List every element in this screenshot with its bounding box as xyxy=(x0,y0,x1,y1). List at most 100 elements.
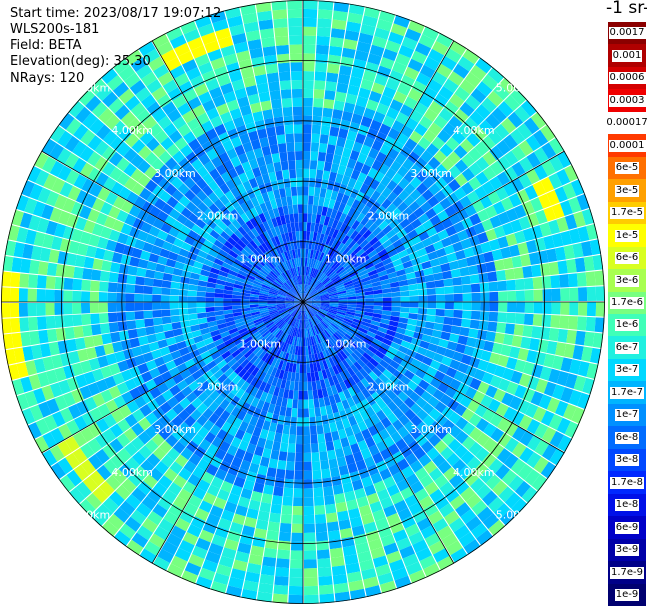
ray-bin-cell xyxy=(335,363,343,374)
ray-bin-cell xyxy=(278,331,286,341)
ray-bin-cell xyxy=(263,264,272,273)
ray-bin-cell xyxy=(359,559,375,572)
ray-bin-cell xyxy=(247,230,256,240)
ray-bin-cell xyxy=(269,336,277,346)
ray-bin-cell xyxy=(303,0,318,10)
ray-bin-cell xyxy=(238,269,248,277)
ray-bin-cell xyxy=(286,452,296,462)
ray-bin-cell xyxy=(100,68,118,85)
ray-bin-cell xyxy=(311,298,321,301)
ray-bin-cell xyxy=(439,481,454,496)
ray-bin-cell xyxy=(223,298,233,302)
ray-bin-cell xyxy=(264,319,274,327)
ray-bin-cell xyxy=(51,177,66,194)
ray-bin-cell xyxy=(279,522,292,533)
ray-bin-cell xyxy=(351,338,361,347)
ray-bin-cell xyxy=(318,584,334,595)
ray-bin-cell xyxy=(333,393,342,404)
ray-bin-cell xyxy=(95,124,111,140)
ray-bin-cell xyxy=(173,201,186,214)
ray-bin-cell xyxy=(227,358,237,368)
ray-bin-cell xyxy=(252,166,262,178)
ray-bin-cell xyxy=(228,250,239,259)
ray-bin-cell xyxy=(125,302,135,312)
ray-bin-cell xyxy=(433,150,447,164)
ray-bin-cell xyxy=(225,212,236,223)
ray-bin-cell xyxy=(379,359,390,369)
ray-bin-cell xyxy=(291,408,298,418)
ray-bin-cell xyxy=(197,391,209,403)
ray-bin-cell xyxy=(98,302,108,313)
ray-bin-cell xyxy=(426,447,440,461)
ray-bin-cell xyxy=(188,453,202,466)
ray-bin-cell xyxy=(395,438,408,451)
ray-bin-cell xyxy=(303,470,313,480)
ray-bin-cell xyxy=(550,275,561,289)
ray-bin-cell xyxy=(258,19,274,31)
ray-bin-cell xyxy=(380,279,390,286)
ray-bin-cell xyxy=(526,152,541,168)
ray-bin-cell xyxy=(314,371,320,381)
ray-bin-cell xyxy=(347,462,358,474)
ray-bin-cell xyxy=(157,339,168,349)
ray-bin-cell xyxy=(166,396,179,409)
ray-bin-cell xyxy=(164,183,178,196)
ray-bin-cell xyxy=(322,278,331,286)
ray-bin-cell xyxy=(281,98,293,108)
ray-bin-cell xyxy=(300,337,303,347)
ray-bin-cell xyxy=(273,584,289,595)
ray-bin-cell xyxy=(488,519,506,536)
ray-bin-cell xyxy=(361,388,371,399)
ray-bin-cell xyxy=(472,126,488,141)
ray-bin-cell xyxy=(372,257,382,266)
ray-bin-cell xyxy=(341,47,356,59)
ray-bin-cell xyxy=(421,189,434,201)
ray-bin-cell xyxy=(262,220,271,231)
ray-bin-cell xyxy=(29,259,40,275)
ray-bin-cell xyxy=(457,362,469,374)
ray-bin-cell xyxy=(203,337,214,346)
ray-bin-cell xyxy=(498,486,515,503)
ray-bin-cell xyxy=(522,387,536,403)
ray-bin-cell xyxy=(242,180,253,192)
ray-bin-cell xyxy=(245,122,257,134)
ray-bin-cell xyxy=(63,277,74,290)
ray-bin-cell xyxy=(197,345,209,355)
ray-bin-cell xyxy=(316,362,322,372)
ray-bin-cell xyxy=(319,342,325,352)
ray-bin-cell xyxy=(241,588,258,601)
ray-bin-cell xyxy=(504,323,516,335)
ray-bin-cell xyxy=(448,165,462,179)
ray-bin-cell xyxy=(428,510,444,525)
ray-bin-cell xyxy=(319,262,326,272)
ray-bin-cell xyxy=(321,468,331,479)
ray-bin-cell xyxy=(49,445,65,462)
ray-bin-cell xyxy=(481,181,495,195)
ray-bin-cell xyxy=(184,415,197,428)
ray-bin-cell xyxy=(320,302,330,305)
ray-bin-cell xyxy=(361,321,371,328)
ray-bin-cell xyxy=(462,310,472,320)
ray-bin-cell xyxy=(258,183,267,195)
ray-bin-cell xyxy=(265,333,274,342)
ray-bin-cell xyxy=(117,447,132,463)
ray-bin-cell xyxy=(259,268,269,276)
ray-bin-cell xyxy=(425,384,438,396)
ray-bin-cell xyxy=(287,151,296,161)
ray-bin-cell xyxy=(231,349,241,358)
ray-bin-cell xyxy=(206,148,219,161)
ray-bin-cell xyxy=(328,308,338,313)
ray-bin-cell xyxy=(524,302,534,314)
ray-bin-cell xyxy=(443,278,454,287)
ray-bin-cell xyxy=(196,112,210,126)
ray-bin-cell xyxy=(551,203,565,219)
ray-bin-cell xyxy=(450,268,461,278)
colorbar-tick-label: 1e-8 xyxy=(614,499,640,512)
ray-bin-cell xyxy=(504,150,519,166)
ray-bin-cell xyxy=(493,225,506,239)
ray-bin-cell xyxy=(383,476,396,489)
ray-bin-cell xyxy=(232,294,242,299)
ray-bin-cell xyxy=(102,91,119,108)
ray-bin-cell xyxy=(163,468,178,482)
